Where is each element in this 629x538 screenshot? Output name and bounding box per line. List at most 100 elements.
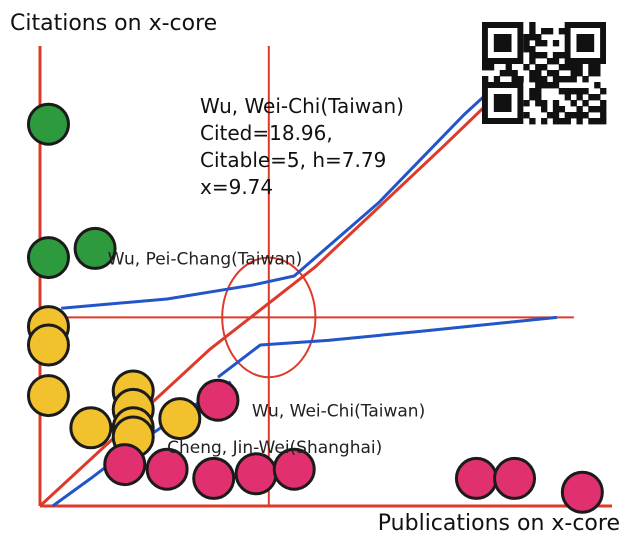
qr-module xyxy=(546,28,554,35)
qr-module xyxy=(546,82,554,89)
qr-module xyxy=(529,28,536,35)
qr-module xyxy=(535,100,542,107)
qr-module xyxy=(576,70,583,77)
qr-module xyxy=(523,64,530,71)
annotation-layer: Wu, Pei-Chang(Taiwan) Wu, Wei-Chi(Taiwan)… xyxy=(108,250,425,459)
qr-module xyxy=(529,88,536,95)
qr-module xyxy=(552,100,560,107)
qr-module xyxy=(588,64,595,71)
qr-finder-core xyxy=(576,34,595,52)
qr-module xyxy=(535,70,542,77)
qr-module xyxy=(564,88,571,95)
qr-module xyxy=(523,100,530,107)
qr-module xyxy=(541,82,548,89)
qr-module xyxy=(564,112,571,119)
data-point xyxy=(69,406,113,450)
qr-module xyxy=(552,118,560,125)
qr-module xyxy=(529,46,536,53)
qr-module xyxy=(552,76,560,83)
data-point xyxy=(26,374,70,418)
qr-module xyxy=(570,112,577,119)
data-point xyxy=(493,456,537,500)
info-text-line: Cited=18.96, xyxy=(200,121,333,145)
qr-module xyxy=(576,64,583,71)
qr-module xyxy=(535,52,542,59)
qr-module xyxy=(535,40,542,47)
data-point xyxy=(196,378,240,422)
qr-module xyxy=(600,112,607,119)
curve-line-2 xyxy=(217,315,558,379)
qr-module xyxy=(582,100,589,107)
qr-module xyxy=(552,82,560,89)
y-axis-label: Citations on x-core xyxy=(10,11,217,36)
qr-module xyxy=(594,64,601,71)
qr-module xyxy=(546,70,554,77)
data-point xyxy=(158,397,202,441)
qr-module xyxy=(576,106,583,113)
qr-module xyxy=(546,58,554,65)
qr-module xyxy=(541,100,548,107)
qr-module xyxy=(576,118,583,125)
info-text: Wu, Wei-Chi(Taiwan) Cited=18.96, Citable=… xyxy=(200,94,404,199)
qr-module xyxy=(523,46,530,53)
qr-module xyxy=(511,76,518,83)
qr-finder-core xyxy=(493,34,512,52)
qr-module xyxy=(487,64,495,71)
qr-module xyxy=(529,70,536,77)
qr-module xyxy=(523,34,530,41)
qr-module xyxy=(535,82,542,89)
info-text-line: Wu, Wei-Chi(Taiwan) xyxy=(200,94,404,118)
data-point xyxy=(454,456,498,500)
qr-module xyxy=(552,70,560,77)
data-point xyxy=(234,452,278,496)
qr-module xyxy=(564,94,571,101)
data-point xyxy=(26,236,70,280)
qr-module xyxy=(541,52,548,59)
qr-module xyxy=(511,70,518,77)
data-point xyxy=(73,226,117,270)
qr-module xyxy=(594,70,601,77)
qr-module xyxy=(541,40,548,47)
qr-module xyxy=(529,52,536,59)
qr-module xyxy=(558,88,566,95)
qr-module xyxy=(541,106,548,113)
qr-module xyxy=(588,70,595,77)
qr-module xyxy=(529,22,536,29)
qr-module xyxy=(576,94,583,101)
qr-module xyxy=(529,58,536,65)
qr-module xyxy=(558,64,566,71)
qr-module xyxy=(576,88,583,95)
qr-module xyxy=(517,76,524,83)
qr-module xyxy=(564,64,571,71)
qr-module xyxy=(523,40,530,47)
qr-module xyxy=(535,76,542,83)
qr-module xyxy=(570,70,577,77)
qr-finder-core xyxy=(493,94,512,112)
qr-module xyxy=(535,94,542,101)
info-text-line: Citable=5, h=7.79 xyxy=(200,148,386,172)
qr-module xyxy=(570,76,577,83)
qr-module xyxy=(552,52,560,59)
qr-module xyxy=(541,28,548,35)
qr-module xyxy=(582,88,589,95)
qr-module xyxy=(558,52,566,59)
qr-module xyxy=(570,88,577,95)
x-axis-label: Publications on x-core xyxy=(378,511,620,536)
qr-module xyxy=(600,106,607,113)
data-point xyxy=(26,102,70,146)
qr-module xyxy=(600,100,607,107)
qr-module xyxy=(523,112,530,119)
qr-module xyxy=(564,118,571,125)
qr-module xyxy=(541,76,548,83)
qr-module xyxy=(535,34,542,41)
qr-module xyxy=(552,40,560,47)
qr-module xyxy=(576,112,583,119)
qr-module xyxy=(552,106,560,113)
reference-circle xyxy=(221,256,317,379)
curve-line-1 xyxy=(61,63,520,310)
point-annotation: Wu, Wei-Chi(Taiwan) xyxy=(252,401,425,421)
qr-module xyxy=(594,82,601,89)
qr-module xyxy=(594,106,601,113)
point-layer xyxy=(26,102,604,514)
